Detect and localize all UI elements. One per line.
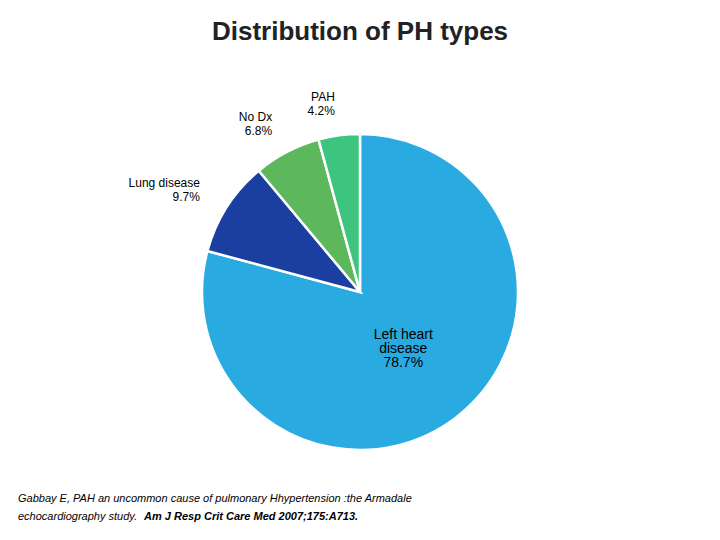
slice-label: Left heartdisease bbox=[374, 326, 433, 356]
title: Distribution of PH types bbox=[212, 16, 508, 46]
slice-label-line: Lung disease bbox=[129, 176, 201, 190]
value-label: 4.2% bbox=[307, 104, 335, 118]
chart: Distribution of PH types Left heartdiseas… bbox=[0, 0, 720, 540]
value-label: 9.7% bbox=[173, 190, 201, 204]
slice-label: PAH bbox=[311, 90, 335, 104]
annotation: echocardiography study. bbox=[18, 510, 140, 522]
pie bbox=[202, 134, 518, 450]
annotation: Gabbay E, PAH an uncommon cause of pulmo… bbox=[18, 492, 412, 504]
value-label: 6.8% bbox=[245, 124, 273, 138]
slice bbox=[319, 134, 360, 292]
slice-label: Lung disease bbox=[129, 176, 201, 190]
footnote: Gabbay E, PAH an uncommon cause of pulmo… bbox=[18, 492, 412, 522]
slice-label-line: PAH bbox=[311, 90, 335, 104]
annotation: Am J Resp Crit Care Med 2007;175:A713. bbox=[143, 510, 358, 522]
labels: Left heartdisease78.7% Lung disease9.7% No… bbox=[129, 90, 433, 370]
slice-label: No Dx bbox=[239, 110, 272, 124]
value-label: 78.7% bbox=[383, 354, 423, 370]
slice bbox=[202, 134, 518, 450]
slice-label-line: No Dx bbox=[239, 110, 272, 124]
